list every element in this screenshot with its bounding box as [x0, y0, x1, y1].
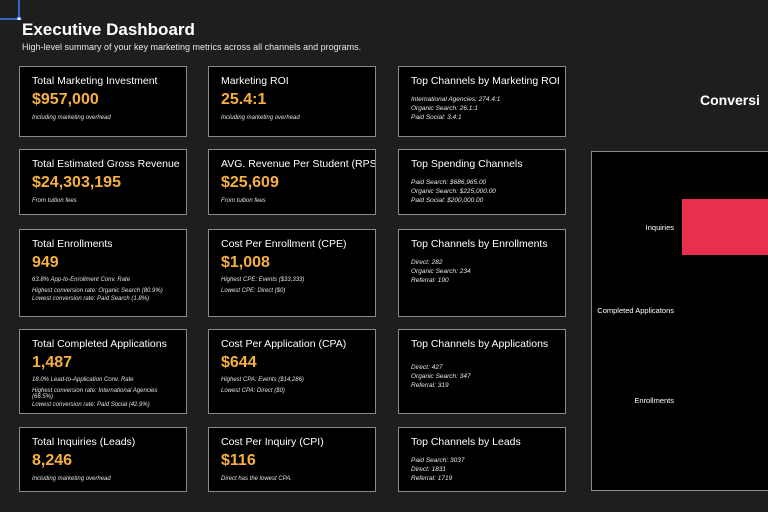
card-total-completed-applications: Total Completed Applications 1,487 18.0%…: [19, 329, 187, 414]
channel-list: Paid Search: 3037 Direct: 1831 Referral:…: [411, 456, 553, 483]
card-sub-line: Highest conversion rate: International A…: [32, 388, 158, 400]
list-item: International Agencies: 274.4:1: [411, 96, 501, 103]
list-item: Organic Search: 234: [411, 268, 471, 275]
card-note: Including marketing overhead: [221, 115, 300, 121]
card-title: Cost Per Application (CPA): [221, 338, 347, 350]
card-top-channels-enrollments: Top Channels by Enrollments Direct: 282 …: [398, 229, 566, 317]
card-value: $116: [221, 452, 256, 469]
card-sub-line: Highest CPA: Events ($14,286): [221, 377, 304, 383]
card-top-channels-leads: Top Channels by Leads Paid Search: 3037 …: [398, 427, 566, 492]
list-item: Referral: 190: [411, 277, 449, 284]
list-item: Paid Social: 3.4:1: [411, 114, 462, 121]
card-note: Direct has the lowest CPA.: [221, 476, 292, 482]
list-item: Direct: 1831: [411, 466, 447, 473]
card-sub-line: Lowest conversion rate: Paid Search (1.8…: [32, 296, 150, 302]
card-title: Total Enrollments: [32, 238, 113, 250]
channel-list: Direct: 427 Organic Search: 347 Referral…: [411, 363, 553, 390]
card-note: 18.0% Lead-to-Application Conv. Rate: [32, 377, 134, 383]
card-value: 8,246: [32, 452, 73, 469]
card-note: 63.8% App-to-Enrollment Conv. Rate: [32, 277, 131, 283]
card-value: 25.4:1: [221, 91, 267, 108]
card-cost-per-enrollment: Cost Per Enrollment (CPE) $1,008 Highest…: [208, 229, 376, 317]
channel-list: International Agencies: 274.4:1 Organic …: [411, 95, 553, 122]
card-cost-per-inquiry: Cost Per Inquiry (CPI) $116 Direct has t…: [208, 427, 376, 492]
card-top-channels-applications: Top Channels by Applications Direct: 427…: [398, 329, 566, 414]
card-top-spending-channels: Top Spending Channels Paid Search: $686,…: [398, 149, 566, 215]
card-value: $24,303,195: [32, 174, 121, 191]
page-title: Executive Dashboard: [22, 20, 195, 39]
conversion-funnel-chart: Inquiries Completed Applicatons Enrollment…: [591, 151, 768, 491]
card-total-enrollments: Total Enrollments 949 63.8% App-to-Enrol…: [19, 229, 187, 317]
list-item: Organic Search: $225,000.00: [411, 188, 496, 195]
card-title: Total Marketing Investment: [32, 75, 158, 87]
card-title: Top Channels by Marketing ROI: [411, 75, 560, 87]
card-title: Top Channels by Leads: [411, 436, 521, 448]
funnel-bar: [682, 199, 768, 255]
card-note: Including marketing overhead: [32, 115, 111, 121]
list-item: Paid Social: $200,000.00: [411, 197, 484, 204]
channel-list: Paid Search: $686,965.00 Organic Search:…: [411, 178, 553, 205]
card-title: Top Spending Channels: [411, 158, 523, 170]
card-cost-per-application: Cost Per Application (CPA) $644 Highest …: [208, 329, 376, 414]
card-value: 1,487: [32, 354, 73, 371]
list-item: Direct: 282: [411, 259, 443, 266]
card-avg-revenue-per-student: AVG. Revenue Per Student (RPS) $25,609 F…: [208, 149, 376, 215]
card-note: Including marketing overhead: [32, 476, 111, 482]
channel-list: Direct: 282 Organic Search: 234 Referral…: [411, 258, 553, 285]
list-item: Referral: 319: [411, 382, 449, 389]
card-title: Marketing ROI: [221, 75, 289, 87]
funnel-stage-label: Inquiries: [645, 223, 674, 232]
list-item: Referral: 1719: [411, 475, 453, 482]
card-total-marketing-investment: Total Marketing Investment $957,000 Incl…: [19, 66, 187, 137]
card-value: $25,609: [221, 174, 279, 191]
card-total-gross-revenue: Total Estimated Gross Revenue $24,303,19…: [19, 149, 187, 215]
card-marketing-roi: Marketing ROI 25.4:1 Including marketing…: [208, 66, 376, 137]
card-title: Top Channels by Applications: [411, 338, 549, 350]
list-item: Direct: 427: [411, 364, 443, 371]
card-title: Total Completed Applications: [32, 338, 167, 350]
funnel-stage-label: Completed Applicatons: [597, 306, 674, 315]
card-title: Cost Per Enrollment (CPE): [221, 238, 347, 250]
card-title: AVG. Revenue Per Student (RPS): [221, 158, 376, 170]
card-value: $644: [221, 354, 257, 371]
card-title: Total Inquiries (Leads): [32, 436, 136, 448]
card-sub-line: Lowest CPE: Direct ($0): [221, 288, 286, 294]
card-sub-line: Lowest CPA: Direct ($0): [221, 388, 285, 394]
funnel-stage-label: Enrollments: [634, 396, 674, 405]
card-sub-line: Highest conversion rate: Organic Search …: [32, 288, 163, 294]
list-item: Paid Search: $686,965.00: [411, 179, 487, 186]
card-total-inquiries: Total Inquiries (Leads) 8,246 Including …: [19, 427, 187, 492]
list-item: Organic Search: 347: [411, 373, 471, 380]
corner-selection-icon: [0, 0, 22, 20]
card-title: Top Channels by Enrollments: [411, 238, 548, 250]
card-sub-line: Highest CPE: Events ($33,333): [221, 277, 305, 283]
card-note: From tuition fees: [32, 198, 77, 204]
card-value: $957,000: [32, 91, 99, 108]
card-top-channels-roi: Top Channels by Marketing ROI Internatio…: [398, 66, 566, 137]
card-note: From tuition fees: [221, 198, 266, 204]
card-sub-line: Lowest conversion rate: Paid Social (42.…: [32, 402, 150, 408]
list-item: Organic Search: 26.1:1: [411, 105, 478, 112]
card-title: Cost Per Inquiry (CPI): [221, 436, 324, 448]
card-value: 949: [32, 254, 59, 271]
list-item: Paid Search: 3037: [411, 457, 465, 464]
funnel-title: Conversi: [700, 92, 760, 108]
page-subtitle: High-level summary of your key marketing…: [22, 42, 362, 52]
card-title: Total Estimated Gross Revenue: [32, 158, 180, 170]
card-value: $1,008: [221, 254, 270, 271]
